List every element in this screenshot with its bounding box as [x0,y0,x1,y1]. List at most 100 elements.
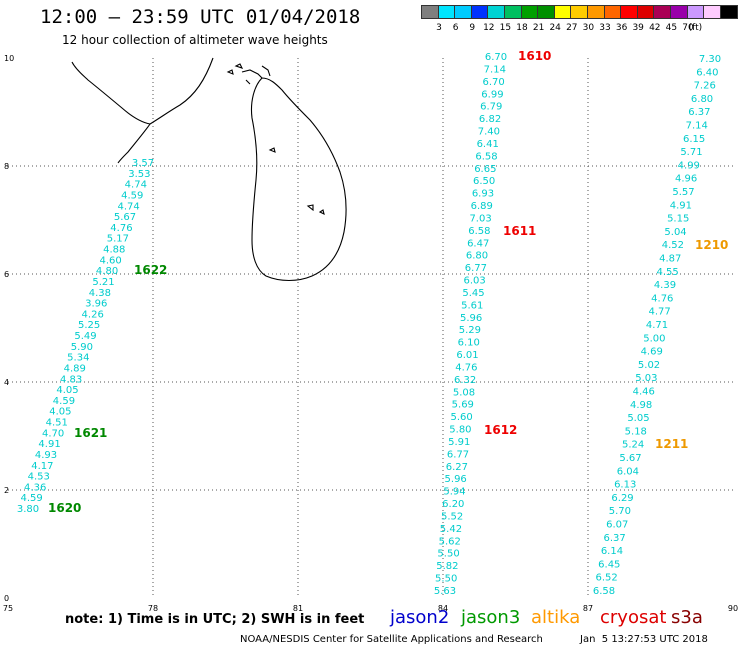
colorbar-label: 36 [615,23,628,33]
wave-height-value: 5.21 [92,277,114,288]
time-label: 1621 [74,426,107,440]
wave-height-value: 6.14 [601,546,623,557]
satellite-legend-item: s3a [671,607,703,628]
wave-height-value: 5.52 [441,511,463,522]
wave-height-value: 6.80 [466,251,488,262]
colorbar-label: 6 [452,23,459,33]
sri-lanka-coastline [250,77,347,282]
wave-height-value: 6.10 [458,338,480,349]
altimeter-tracks: 3.573.534.744.594.745.674.765.174.884.60… [17,49,729,597]
wave-height-value: 5.67 [114,212,136,223]
wave-height-value: 5.50 [437,549,459,560]
wave-height-value: 4.55 [656,267,678,278]
y-tick-label: 6 [4,270,9,279]
wave-height-value: 4.93 [35,450,57,461]
map-axis-ticks: 75 78 81 84 87 90 0 2 4 6 8 10 [3,54,738,613]
wave-height-value: 6.52 [596,573,618,584]
wave-height-value: 6.03 [464,276,486,287]
india-coastline-south [117,123,151,164]
colorbar-label: 33 [599,23,611,33]
colorbar-label: 70 [682,23,694,33]
wave-height-value: 5.67 [619,453,641,464]
wave-height-value: 5.45 [462,288,484,299]
wave-height-value: 6.93 [472,189,494,200]
wave-height-value: 5.57 [672,187,694,198]
colorbar-label: 30 [582,23,595,33]
wave-height-value: 5.24 [622,440,644,451]
wave-height-value: 4.69 [641,347,663,358]
y-tick-label: 8 [4,162,9,171]
wave-height-value: 6.77 [465,263,487,274]
wave-height-value: 5.91 [448,437,470,448]
wave-height-value: 4.39 [654,280,676,291]
wave-height-value: 6.07 [606,520,628,531]
wave-height-value: 4.53 [28,472,50,483]
x-tick-label: 84 [438,604,448,613]
wave-height-value: 4.74 [117,201,139,212]
wave-height-value: 5.61 [461,300,483,311]
x-tick-label: 87 [583,604,593,613]
wave-height-value: 4.36 [24,482,46,493]
wave-height-value: 5.60 [450,412,472,423]
wave-height-value: 5.71 [680,147,702,158]
wave-height-value: 6.47 [467,238,489,249]
map-grid [8,58,733,598]
wave-height-value: 6.29 [611,493,633,504]
wave-height-value: 5.00 [643,333,665,344]
colorbar-label: 24 [549,23,561,33]
wave-height-value: 6.13 [614,480,636,491]
footer-note: note: 1) Time is in UTC; 2) SWH is in fe… [65,612,365,627]
y-tick-label: 4 [4,378,9,387]
wave-height-value: 6.41 [477,139,499,150]
wave-height-value: 4.91 [670,200,692,211]
wave-height-value: 6.70 [482,77,504,88]
wave-height-value: 5.17 [107,234,129,245]
wave-height-value: 7.40 [478,127,500,138]
wave-height-value: 4.71 [646,320,668,331]
colorbar-label: 18 [516,23,528,33]
wave-height-value: 5.90 [71,342,93,353]
wave-height-value: 5.42 [440,524,462,535]
y-tick-label: 2 [4,486,9,495]
track-1: 3.573.534.744.594.745.674.765.174.884.60… [17,158,168,515]
wave-height-value: 7.14 [484,64,506,75]
wave-height-value: 4.87 [659,254,681,265]
credit-text: NOAA/NESDIS Center for Satellite Applica… [240,634,543,645]
wave-height-value: 4.59 [53,396,75,407]
wave-height-value: 6.04 [617,466,639,477]
wave-height-value: 6.80 [691,94,713,105]
wave-height-value: 5.70 [609,506,631,517]
page-subtitle: 12 hour collection of altimeter wave hei… [62,33,328,47]
page-title: 12:00 – 23:59 UTC 01/04/2018 [40,6,361,28]
wave-height-value: 4.38 [89,288,111,299]
wave-height-value: 4.83 [60,374,82,385]
wave-height-value: 4.80 [96,266,118,277]
wave-height-value: 5.15 [667,214,689,225]
x-tick-label: 78 [148,604,158,613]
wave-height-value: 5.82 [436,561,458,572]
wave-height-value: 4.74 [125,180,147,191]
wave-height-value: 6.27 [446,462,468,473]
wave-height-value: 6.82 [479,114,501,125]
time-label: 1210 [695,238,728,252]
wave-height-value: 6.01 [456,350,478,361]
colorbar-label: 21 [532,23,545,33]
wave-height-value: 4.05 [56,385,78,396]
wave-height-value: 5.96 [445,474,467,485]
wave-height-value: 7.14 [686,121,708,132]
y-tick-label: 10 [4,54,14,63]
wave-height-value: 6.77 [447,449,469,460]
wave-height-value: 6.50 [473,176,495,187]
wave-height-value: 7.26 [694,81,716,92]
wave-height-value: 6.45 [598,559,620,570]
wave-height-value: 5.50 [435,574,457,585]
wave-height-value: 4.88 [103,245,125,256]
colorbar-unit: (ft) [688,23,703,33]
satellite-legend-item: altika [531,607,581,628]
islands-north [226,63,244,75]
time-label: 1211 [655,437,688,451]
wave-height-value: 6.79 [480,102,502,113]
wave-height-value: 4.26 [82,309,104,320]
wave-height-value: 5.62 [439,536,461,547]
